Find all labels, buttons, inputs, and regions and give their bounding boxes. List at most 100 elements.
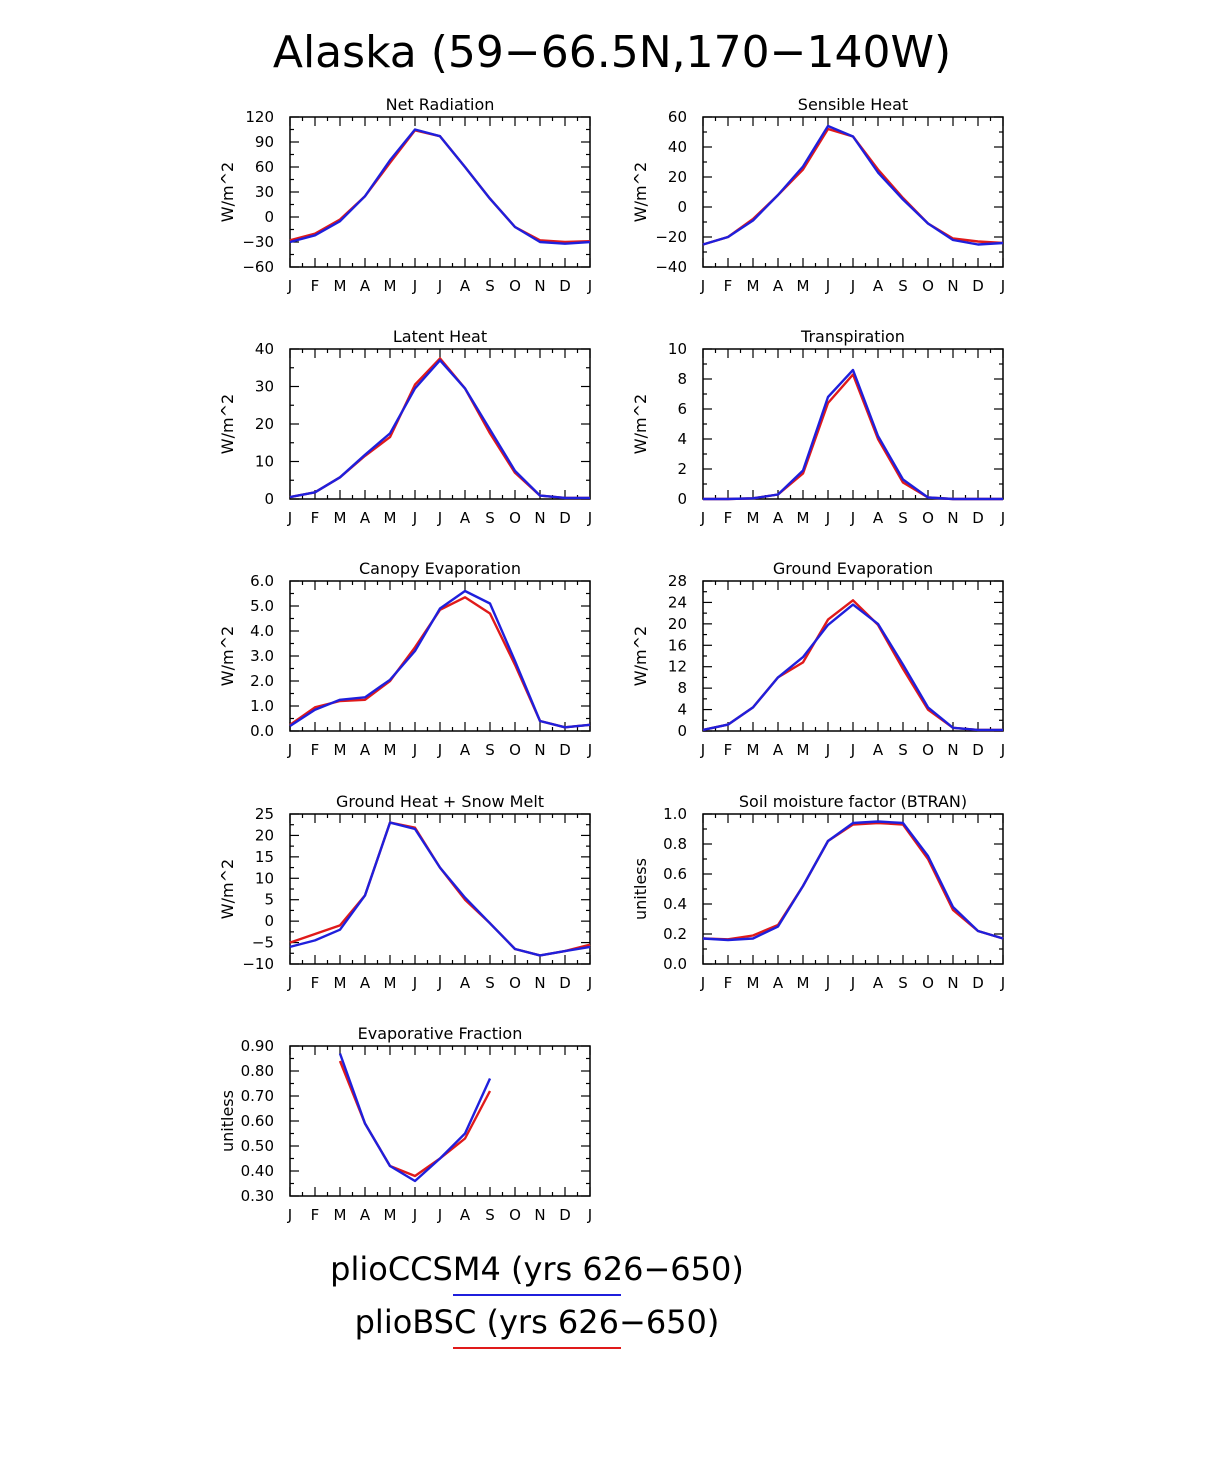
x-tick-label: F — [724, 277, 733, 295]
series-line-pliobsc — [289, 596, 591, 729]
x-tick-label: M — [334, 1206, 347, 1224]
y-axis-label: W/m^2 — [218, 859, 237, 919]
x-tick-label: D — [559, 1206, 571, 1224]
x-tick-label: A — [873, 741, 884, 759]
x-tick-label: J — [287, 509, 292, 527]
x-tick-label: N — [947, 509, 958, 527]
series-line-plioccsm4 — [703, 368, 1003, 501]
x-tick-label: F — [724, 509, 733, 527]
x-tick-label: J — [1000, 277, 1005, 295]
x-tick-label: J — [1000, 509, 1005, 527]
y-tick-label: 5.0 — [250, 597, 274, 615]
y-tick-label: 4.0 — [250, 622, 274, 640]
x-tick-label: J — [587, 1206, 592, 1224]
x-tick-label: J — [437, 1206, 442, 1224]
x-tick-label: F — [724, 974, 733, 992]
panel-soil-moisture-factor-btran: Soil moisture factor (BTRAN)J F M A M J J A S O N D… — [631, 792, 1005, 992]
y-tick-label: 0.70 — [241, 1087, 274, 1105]
x-tick-label: F — [724, 741, 733, 759]
x-tick-label: D — [559, 974, 571, 992]
x-tick-label: A — [360, 1206, 371, 1224]
x-tick-label: J — [700, 741, 705, 759]
series-line-plioccsm4 — [289, 821, 591, 957]
x-tick-label: J — [850, 509, 855, 527]
y-tick-label: 2.0 — [250, 672, 274, 690]
x-tick-label: M — [747, 741, 760, 759]
x-tick-label: D — [972, 277, 984, 295]
y-tick-label: 60 — [255, 158, 274, 176]
x-tick-label: A — [873, 277, 884, 295]
x-tick-label: F — [311, 509, 320, 527]
x-tick-label: N — [534, 741, 545, 759]
x-tick-label: M — [797, 509, 810, 527]
x-tick-label: D — [559, 509, 571, 527]
x-tick-label: J — [850, 741, 855, 759]
x-tick-label: J — [437, 741, 442, 759]
y-tick-label: 0.90 — [241, 1037, 274, 1055]
plot-frame — [702, 116, 1004, 268]
x-tick-label: O — [922, 277, 934, 295]
x-tick-label: J — [437, 277, 442, 295]
x-tick-label: O — [509, 277, 521, 295]
x-tick-label: M — [384, 1206, 397, 1224]
y-tick-label: 0.2 — [663, 925, 687, 943]
y-axis-label: W/m^2 — [631, 162, 650, 222]
plot-frame — [289, 1045, 591, 1197]
plot-frame — [289, 580, 591, 732]
y-tick-label: 20 — [255, 826, 274, 844]
x-tick-label: F — [311, 277, 320, 295]
y-axis-label: W/m^2 — [218, 394, 237, 454]
x-tick-label: M — [334, 741, 347, 759]
x-tick-label: M — [334, 974, 347, 992]
y-tick-label: 12 — [668, 658, 687, 676]
series-line-plioccsm4 — [338, 1053, 492, 1183]
y-tick-label: 0 — [677, 198, 687, 216]
x-tick-label: O — [509, 509, 521, 527]
series-line-plioccsm4 — [702, 124, 1004, 246]
x-tick-label: M — [384, 277, 397, 295]
x-tick-label: M — [334, 277, 347, 295]
legend-label-plioCCSM4: plioCCSM4 (yrs 626−650) — [330, 1250, 744, 1288]
x-tick-label: J — [825, 741, 830, 759]
x-tick-label: F — [311, 1206, 320, 1224]
panel-title: Latent Heat — [393, 327, 487, 346]
x-tick-label: A — [873, 974, 884, 992]
x-tick-label: J — [825, 277, 830, 295]
x-tick-label: M — [384, 509, 397, 527]
series-line-pliobsc — [289, 357, 590, 500]
x-tick-label: J — [287, 974, 292, 992]
series-line-plioccsm4 — [702, 820, 1004, 942]
y-axis-label: unitless — [631, 858, 650, 920]
x-tick-label: S — [898, 277, 908, 295]
x-tick-label: M — [797, 974, 810, 992]
x-tick-label: J — [1000, 974, 1005, 992]
x-tick-label: J — [700, 277, 705, 295]
x-tick-label: A — [360, 509, 371, 527]
series-line-pliobsc — [702, 821, 1004, 941]
x-tick-label: A — [460, 1206, 471, 1224]
x-tick-label: D — [972, 974, 984, 992]
x-tick-label: D — [972, 741, 984, 759]
x-tick-label: O — [922, 741, 934, 759]
y-tick-label: 0.0 — [663, 955, 687, 973]
y-tick-label: −40 — [655, 258, 687, 276]
x-tick-label: J — [287, 741, 292, 759]
x-tick-label: J — [587, 509, 592, 527]
y-tick-label: −20 — [655, 228, 687, 246]
x-tick-label: J — [850, 277, 855, 295]
y-tick-label: 5 — [264, 891, 274, 909]
y-tick-label: 10 — [255, 869, 274, 887]
y-tick-label: 40 — [255, 340, 274, 358]
y-tick-label: 0.30 — [241, 1187, 274, 1205]
series-line-plioccsm4 — [289, 589, 591, 729]
y-tick-label: 0 — [264, 912, 274, 930]
x-tick-label: M — [797, 741, 810, 759]
x-tick-label: A — [460, 277, 471, 295]
